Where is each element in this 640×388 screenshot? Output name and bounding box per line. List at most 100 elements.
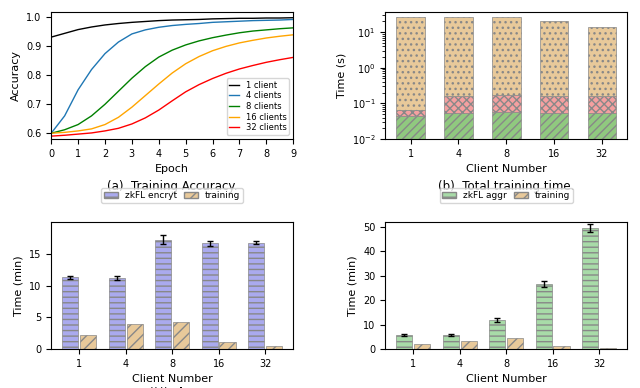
8 clients bbox=[61, 127, 68, 132]
Line: 32 clients: 32 clients bbox=[51, 57, 293, 136]
8 clients bbox=[262, 28, 270, 32]
1 client bbox=[101, 23, 109, 27]
Text: zkFL: zkFL bbox=[172, 387, 201, 388]
32 clients bbox=[249, 63, 257, 68]
Bar bbox=[600, 348, 616, 349]
4 clients bbox=[195, 21, 203, 26]
32 clients bbox=[101, 128, 109, 133]
16 clients bbox=[155, 82, 163, 87]
1 client bbox=[88, 25, 95, 29]
4 clients bbox=[101, 51, 109, 56]
32 clients bbox=[182, 90, 189, 94]
Line: 16 clients: 16 clients bbox=[51, 35, 293, 133]
8 clients bbox=[182, 43, 189, 47]
1 client bbox=[141, 19, 149, 24]
16 clients bbox=[276, 34, 284, 38]
16 clients bbox=[168, 71, 176, 75]
1 client bbox=[209, 17, 216, 21]
Line: 4 clients: 4 clients bbox=[51, 19, 293, 133]
Legend: zkFL encryt, training: zkFL encryt, training bbox=[101, 188, 243, 203]
Text: zkFL: zkFL bbox=[172, 387, 201, 388]
X-axis label: Client Number: Client Number bbox=[466, 164, 547, 174]
4 clients bbox=[61, 114, 68, 118]
Bar bbox=[540, 113, 568, 388]
32 clients bbox=[222, 71, 230, 76]
Bar bbox=[266, 346, 282, 349]
Legend: 1 client, 4 clients, 8 clients, 16 clients, 32 clients: 1 client, 4 clients, 8 clients, 16 clien… bbox=[227, 78, 289, 135]
Bar bbox=[248, 243, 264, 349]
Text: (c): (c) bbox=[153, 387, 172, 388]
Line: 1 client: 1 client bbox=[51, 18, 293, 37]
1 client bbox=[168, 18, 176, 23]
16 clients bbox=[115, 115, 122, 120]
1 client bbox=[195, 17, 203, 22]
Bar bbox=[220, 342, 236, 349]
8 clients bbox=[195, 38, 203, 43]
Line: 8 clients: 8 clients bbox=[51, 28, 293, 133]
Text: (b)  Total training time.: (b) Total training time. bbox=[438, 180, 574, 193]
8 clients bbox=[289, 26, 297, 30]
32 clients bbox=[262, 60, 270, 65]
1 client bbox=[289, 16, 297, 20]
Bar bbox=[461, 341, 477, 349]
32 clients bbox=[209, 76, 216, 81]
Bar bbox=[582, 228, 598, 349]
4 clients bbox=[222, 19, 230, 24]
8 clients bbox=[249, 29, 257, 33]
Bar bbox=[540, 96, 568, 113]
32 clients bbox=[195, 82, 203, 87]
Bar bbox=[396, 17, 425, 110]
16 clients bbox=[262, 36, 270, 40]
Bar bbox=[173, 322, 189, 349]
8 clients bbox=[128, 76, 136, 81]
16 clients bbox=[88, 126, 95, 131]
1 client bbox=[236, 16, 243, 21]
32 clients bbox=[88, 131, 95, 135]
Y-axis label: Accuracy: Accuracy bbox=[10, 50, 20, 101]
Text: (c): (c) bbox=[149, 387, 172, 388]
32 clients bbox=[155, 108, 163, 113]
1 client bbox=[61, 31, 68, 36]
Bar bbox=[80, 334, 97, 349]
1 client bbox=[182, 17, 189, 22]
4 clients bbox=[262, 18, 270, 23]
X-axis label: Client Number: Client Number bbox=[466, 374, 547, 385]
Y-axis label: Time (min): Time (min) bbox=[348, 255, 358, 316]
Bar bbox=[443, 335, 459, 349]
4 clients bbox=[155, 25, 163, 29]
Bar bbox=[444, 95, 473, 113]
16 clients bbox=[195, 54, 203, 59]
16 clients bbox=[128, 105, 136, 109]
1 client bbox=[155, 18, 163, 23]
Bar bbox=[444, 113, 473, 388]
8 clients bbox=[236, 30, 243, 35]
32 clients bbox=[115, 126, 122, 131]
X-axis label: Client Number: Client Number bbox=[132, 374, 212, 385]
4 clients bbox=[236, 19, 243, 24]
Y-axis label: Time (s): Time (s) bbox=[336, 53, 346, 98]
4 clients bbox=[209, 20, 216, 25]
Bar bbox=[492, 95, 520, 112]
1 client bbox=[115, 21, 122, 26]
16 clients bbox=[289, 33, 297, 37]
4 clients bbox=[182, 22, 189, 27]
32 clients bbox=[141, 116, 149, 120]
16 clients bbox=[141, 93, 149, 98]
32 clients bbox=[61, 133, 68, 138]
4 clients bbox=[249, 18, 257, 23]
Bar bbox=[127, 324, 143, 349]
32 clients bbox=[168, 99, 176, 103]
8 clients bbox=[209, 35, 216, 40]
Text: (a)  Training Accuracy.: (a) Training Accuracy. bbox=[107, 180, 237, 193]
1 client bbox=[276, 16, 284, 20]
Y-axis label: Time (min): Time (min) bbox=[13, 255, 24, 316]
Bar bbox=[554, 346, 570, 349]
Bar bbox=[396, 110, 425, 116]
Bar bbox=[444, 17, 473, 95]
Bar bbox=[536, 284, 552, 349]
32 clients bbox=[236, 67, 243, 71]
8 clients bbox=[101, 102, 109, 107]
4 clients bbox=[88, 67, 95, 72]
16 clients bbox=[101, 122, 109, 127]
4 clients bbox=[115, 40, 122, 44]
